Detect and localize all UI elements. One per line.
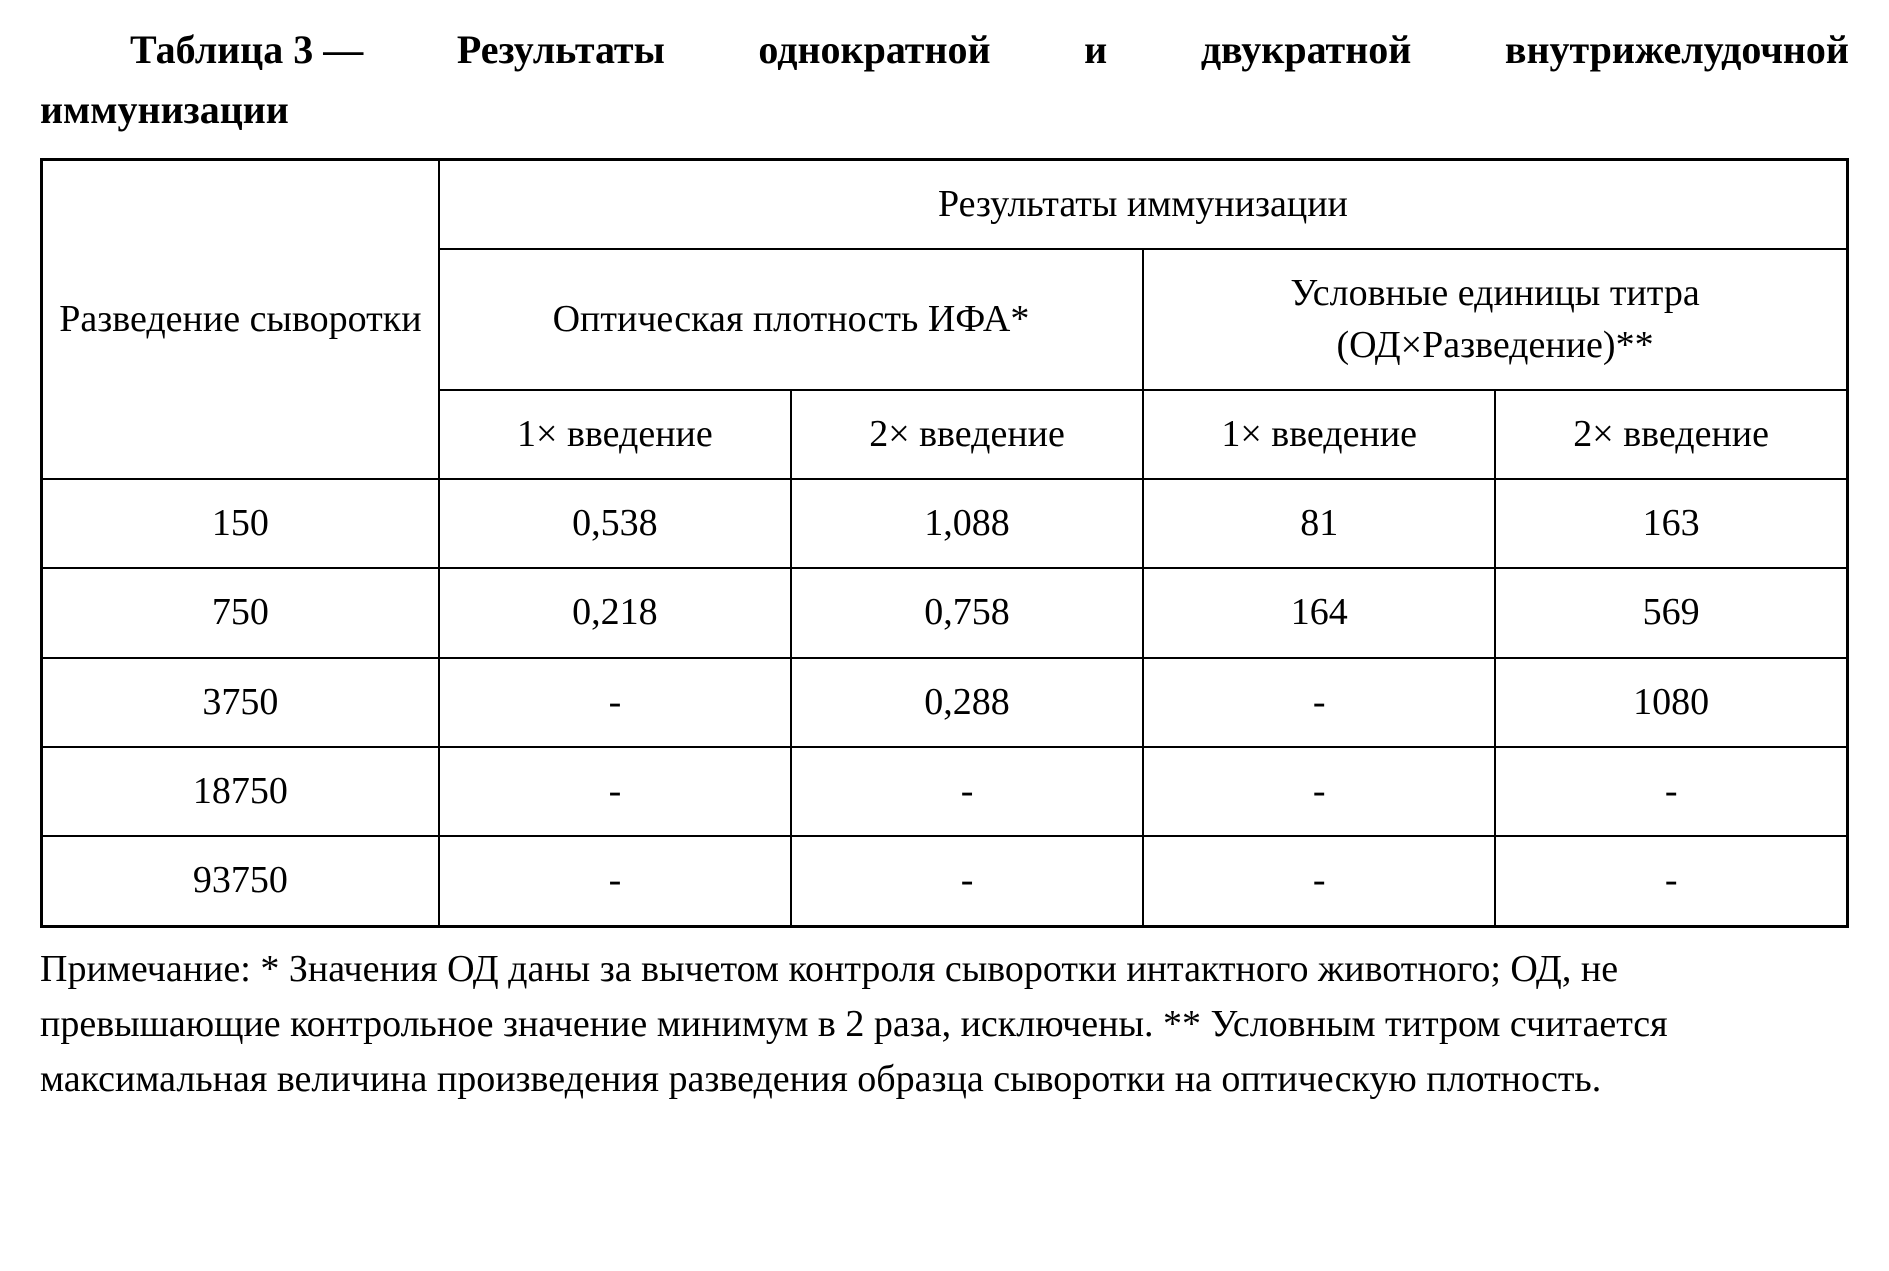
- cell-od-1x: -: [439, 747, 791, 836]
- cell-od-1x: 0,538: [439, 479, 791, 568]
- caption-line-2: иммунизации: [40, 80, 1849, 140]
- cell-titer-1x: -: [1143, 747, 1495, 836]
- col-sub-od: Оптическая плотность ИФА*: [439, 249, 1143, 390]
- table-footnote: Примечание: * Значения ОД даны за вычето…: [40, 942, 1849, 1107]
- caption-word: внутрижелудочной: [1505, 20, 1849, 80]
- col-header-dilution: Разведение сыворотки: [42, 160, 439, 480]
- table-row: 3750 - 0,288 - 1080: [42, 658, 1848, 747]
- cell-titer-2x: 163: [1495, 479, 1847, 568]
- table-caption: Таблица 3 — Результаты однократной и дву…: [40, 20, 1849, 140]
- cell-od-2x: -: [791, 836, 1143, 926]
- table-body: 150 0,538 1,088 81 163 750 0,218 0,758 1…: [42, 479, 1848, 926]
- cell-od-2x: 0,288: [791, 658, 1143, 747]
- cell-titer-2x: 569: [1495, 568, 1847, 657]
- caption-prefix: Таблица 3 —: [130, 20, 363, 80]
- col-leaf-titer-1x: 1× введение: [1143, 390, 1495, 479]
- results-table: Разведение сыворотки Результаты иммуниза…: [40, 158, 1849, 928]
- cell-titer-2x: 1080: [1495, 658, 1847, 747]
- col-group-results: Результаты иммунизации: [439, 160, 1848, 250]
- cell-dilution: 150: [42, 479, 439, 568]
- cell-titer-2x: -: [1495, 836, 1847, 926]
- col-leaf-od-2x: 2× введение: [791, 390, 1143, 479]
- cell-od-2x: 1,088: [791, 479, 1143, 568]
- caption-word: однократной: [758, 20, 990, 80]
- caption-word: и: [1084, 20, 1107, 80]
- cell-od-2x: -: [791, 747, 1143, 836]
- page-root: Таблица 3 — Результаты однократной и дву…: [0, 0, 1889, 1147]
- col-leaf-titer-2x: 2× введение: [1495, 390, 1847, 479]
- table-row: 93750 - - - -: [42, 836, 1848, 926]
- cell-od-1x: -: [439, 658, 791, 747]
- col-leaf-od-1x: 1× введение: [439, 390, 791, 479]
- table-header-row: Разведение сыворотки Результаты иммуниза…: [42, 160, 1848, 250]
- cell-dilution: 93750: [42, 836, 439, 926]
- cell-titer-1x: 164: [1143, 568, 1495, 657]
- cell-dilution: 750: [42, 568, 439, 657]
- cell-od-2x: 0,758: [791, 568, 1143, 657]
- table-row: 150 0,538 1,088 81 163: [42, 479, 1848, 568]
- cell-titer-1x: 81: [1143, 479, 1495, 568]
- cell-titer-1x: -: [1143, 836, 1495, 926]
- cell-titer-2x: -: [1495, 747, 1847, 836]
- cell-od-1x: -: [439, 836, 791, 926]
- table-row: 750 0,218 0,758 164 569: [42, 568, 1848, 657]
- table-row: 18750 - - - -: [42, 747, 1848, 836]
- col-sub-titer: Условные единицы титра (ОД×Разведение)**: [1143, 249, 1847, 390]
- cell-titer-1x: -: [1143, 658, 1495, 747]
- cell-dilution: 18750: [42, 747, 439, 836]
- cell-dilution: 3750: [42, 658, 439, 747]
- cell-od-1x: 0,218: [439, 568, 791, 657]
- caption-line-1: Таблица 3 — Результаты однократной и дву…: [40, 20, 1849, 80]
- caption-word: двукратной: [1201, 20, 1411, 80]
- caption-word: Результаты: [457, 20, 665, 80]
